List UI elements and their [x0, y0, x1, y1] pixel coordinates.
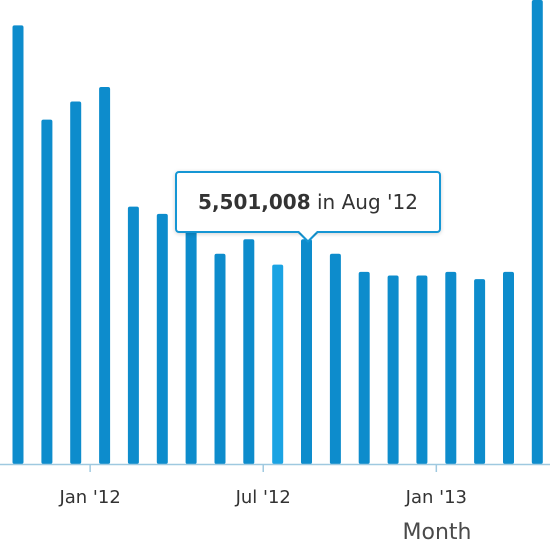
- bar-apr-13[interactable]: [503, 271, 514, 464]
- bar-nov-12[interactable]: [358, 271, 370, 464]
- bar-dec-11[interactable]: [41, 119, 53, 464]
- bar-feb-12[interactable]: [99, 87, 111, 464]
- bar-may-13[interactable]: [531, 0, 543, 464]
- x-tick-label: Jan '12: [58, 487, 120, 508]
- tooltip-value: 5,501,008: [198, 190, 311, 214]
- bar-jan-13[interactable]: [416, 275, 428, 465]
- bar-jul-12[interactable]: [243, 239, 255, 465]
- bar-apr-12[interactable]: [156, 213, 168, 464]
- bars-group: [12, 0, 543, 465]
- bar-dec-12[interactable]: [387, 275, 399, 465]
- x-ticks-group: Jan '12 Jul '12 Jan '13: [58, 464, 467, 508]
- tooltip-arrow-fill: [299, 231, 317, 240]
- x-axis-title: Month: [403, 520, 472, 545]
- value-tooltip: 5,501,008 in Aug '12: [175, 171, 441, 233]
- x-tick-label: Jan '13: [405, 487, 467, 508]
- tooltip-suffix: in Aug '12: [310, 190, 418, 214]
- bar-mar-13[interactable]: [474, 279, 486, 464]
- bar-mar-12[interactable]: [127, 206, 139, 464]
- bar-jan-12[interactable]: [70, 101, 82, 465]
- bar-sep-12[interactable]: [301, 239, 312, 465]
- bar-feb-13[interactable]: [445, 271, 457, 464]
- x-tick-label: Jul '12: [235, 487, 291, 508]
- bar-jun-12[interactable]: [214, 253, 226, 465]
- bar-nov-11[interactable]: [12, 25, 24, 465]
- bar-oct-12[interactable]: [329, 253, 341, 465]
- bar-aug-12[interactable]: [272, 264, 284, 464]
- bar-may-12[interactable]: [185, 224, 197, 465]
